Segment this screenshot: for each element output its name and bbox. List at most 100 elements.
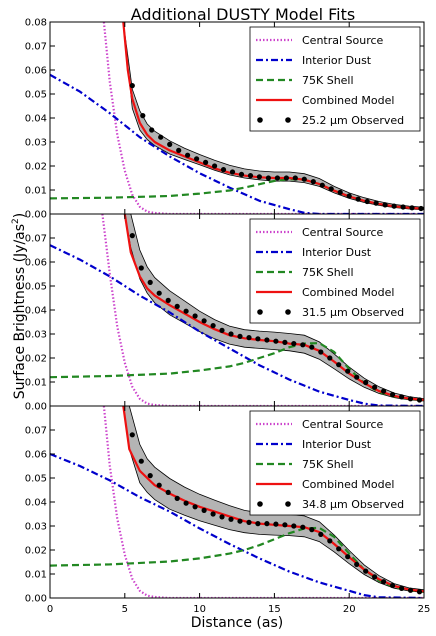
observed-point <box>309 344 315 350</box>
observed-point <box>273 338 279 344</box>
legend-label-observed: 34.8 μm Observed <box>302 498 404 511</box>
y-tick-label: 0.07 <box>25 426 47 437</box>
legend-label-combined: Combined Model <box>302 286 394 299</box>
observed-point <box>247 173 254 179</box>
y-tick-label: 0.00 <box>25 210 47 221</box>
observed-point <box>381 388 387 394</box>
legend-marker-observed <box>285 309 291 315</box>
observed-point <box>183 500 189 506</box>
observed-point <box>174 495 180 501</box>
observed-point <box>176 147 182 153</box>
legend-marker-observed <box>257 309 263 315</box>
y-tick-label: 0.02 <box>25 162 47 173</box>
legend-marker-observed <box>285 117 291 123</box>
observed-point <box>301 176 307 182</box>
observed-point <box>282 522 288 528</box>
legend-label-interior: Interior Dust <box>302 54 372 67</box>
observed-point <box>328 186 334 192</box>
x-tick-label: 10 <box>193 604 206 615</box>
observed-point <box>407 396 414 402</box>
observed-point <box>381 579 387 585</box>
y-tick-label: 0.04 <box>25 306 47 317</box>
observed-point <box>283 175 289 181</box>
observed-point <box>337 189 343 195</box>
observed-point <box>399 394 405 400</box>
observed-point <box>273 521 279 527</box>
legend-label-central: Central Source <box>302 418 384 431</box>
panels: 0.00 0.01 0.02 0.03 0.04 0.05 0.06 0.07 0.08 Cent… <box>25 18 431 616</box>
observed-point <box>363 568 369 574</box>
observed-point <box>203 159 209 165</box>
legend-label-shell: 75K Shell <box>302 74 354 87</box>
y-tick-label: 0.04 <box>25 114 47 125</box>
y-tick-label: 0.05 <box>25 282 47 293</box>
series-interior-line <box>50 244 424 406</box>
series-shell-line <box>50 526 424 593</box>
observed-point <box>140 113 146 119</box>
legend-label-central: Central Source <box>302 226 384 239</box>
observed-point <box>364 198 370 205</box>
observed-point <box>138 458 144 464</box>
observed-point <box>255 336 261 342</box>
observed-point <box>149 127 155 133</box>
observed-point <box>201 507 207 513</box>
observed-point <box>156 290 162 296</box>
y-tick-label: 0.02 <box>25 354 47 365</box>
observed-point <box>336 362 342 368</box>
figure-title: Additional DUSTY Model Fits <box>131 5 355 24</box>
observed-point <box>327 538 333 544</box>
observed-point <box>129 83 135 89</box>
observed-point <box>363 379 369 386</box>
observed-point <box>300 524 306 530</box>
observed-point <box>210 323 216 329</box>
observed-point <box>318 349 324 355</box>
observed-point <box>147 279 153 285</box>
y-tick-label: 0.04 <box>25 498 47 509</box>
observed-point <box>390 391 396 398</box>
y-tick-label: 0.01 <box>25 378 47 389</box>
observed-point <box>192 313 198 319</box>
observed-point <box>174 303 180 309</box>
legend-label-interior: Interior Dust <box>302 246 372 259</box>
observed-point <box>147 473 153 479</box>
observed-point <box>300 342 306 348</box>
observed-point <box>354 374 360 380</box>
y-tick-label: 0.08 <box>25 18 47 29</box>
panel-2: 0.00 0.01 0.02 0.03 0.04 0.05 0.06 0.07 Central … <box>25 213 425 413</box>
observed-point <box>409 205 415 211</box>
legend-marker-observed <box>257 501 263 507</box>
observed-point <box>292 175 298 181</box>
observed-point <box>345 554 351 560</box>
series-shell-line <box>50 178 424 210</box>
y-tick-label: 0.05 <box>25 90 47 101</box>
observed-point <box>219 327 225 333</box>
observed-point <box>129 432 135 438</box>
observed-point <box>238 171 245 177</box>
y-tick-label: 0.00 <box>25 594 47 605</box>
observed-point <box>210 511 216 517</box>
y-tick-label: 0.01 <box>25 186 47 197</box>
observed-point <box>138 265 144 271</box>
y-tick-label: 0.03 <box>25 138 47 149</box>
observed-point <box>237 518 243 524</box>
y-tick-label: 0.07 <box>25 234 47 245</box>
observed-point <box>372 574 378 580</box>
observed-point <box>212 163 218 169</box>
observed-point <box>264 521 270 527</box>
observed-point <box>255 521 261 527</box>
y-tick-label: 0.07 <box>25 42 47 53</box>
y-tick-label: 0.03 <box>25 330 47 341</box>
observed-point <box>185 152 191 158</box>
observed-point <box>418 205 424 212</box>
observed-point <box>228 516 234 522</box>
observed-point <box>327 355 333 361</box>
observed-point <box>265 175 271 181</box>
panel-1: 0.00 0.01 0.02 0.03 0.04 0.05 0.06 0.07 0.08 Cent… <box>25 18 425 221</box>
x-tick-label: 5 <box>122 604 128 615</box>
observed-point <box>416 397 423 403</box>
observed-point <box>246 335 252 341</box>
observed-point <box>237 333 243 339</box>
observed-point <box>219 514 225 520</box>
y-axis-label-sup: 2 <box>11 218 21 224</box>
observed-point <box>319 182 325 188</box>
